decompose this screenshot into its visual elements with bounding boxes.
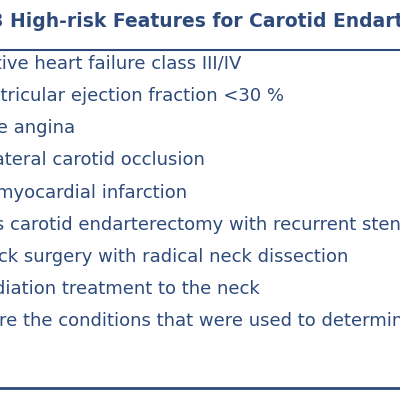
- Text: Congestive heart failure class III/IV: Congestive heart failure class III/IV: [0, 55, 241, 73]
- Text: Recent myocardial infarction: Recent myocardial infarction: [0, 184, 187, 202]
- Text: Unstable angina: Unstable angina: [0, 119, 75, 137]
- Text: Previous carotid endarterectomy with recurrent stenosis: Previous carotid endarterectomy with rec…: [0, 216, 400, 234]
- Text: Table 3 High-risk Features for Carotid Endarterectomy: Table 3 High-risk Features for Carotid E…: [0, 12, 400, 31]
- Text: Prior radiation treatment to the neck: Prior radiation treatment to the neck: [0, 280, 260, 298]
- Text: Prior neck surgery with radical neck dissection: Prior neck surgery with radical neck dis…: [0, 248, 348, 266]
- Text: Contralateral carotid occlusion: Contralateral carotid occlusion: [0, 152, 205, 170]
- Text: Left ventricular ejection fraction <30 %: Left ventricular ejection fraction <30 %: [0, 87, 284, 105]
- Text: These are the conditions that were used to determine high-risk fe: These are the conditions that were used …: [0, 312, 400, 330]
